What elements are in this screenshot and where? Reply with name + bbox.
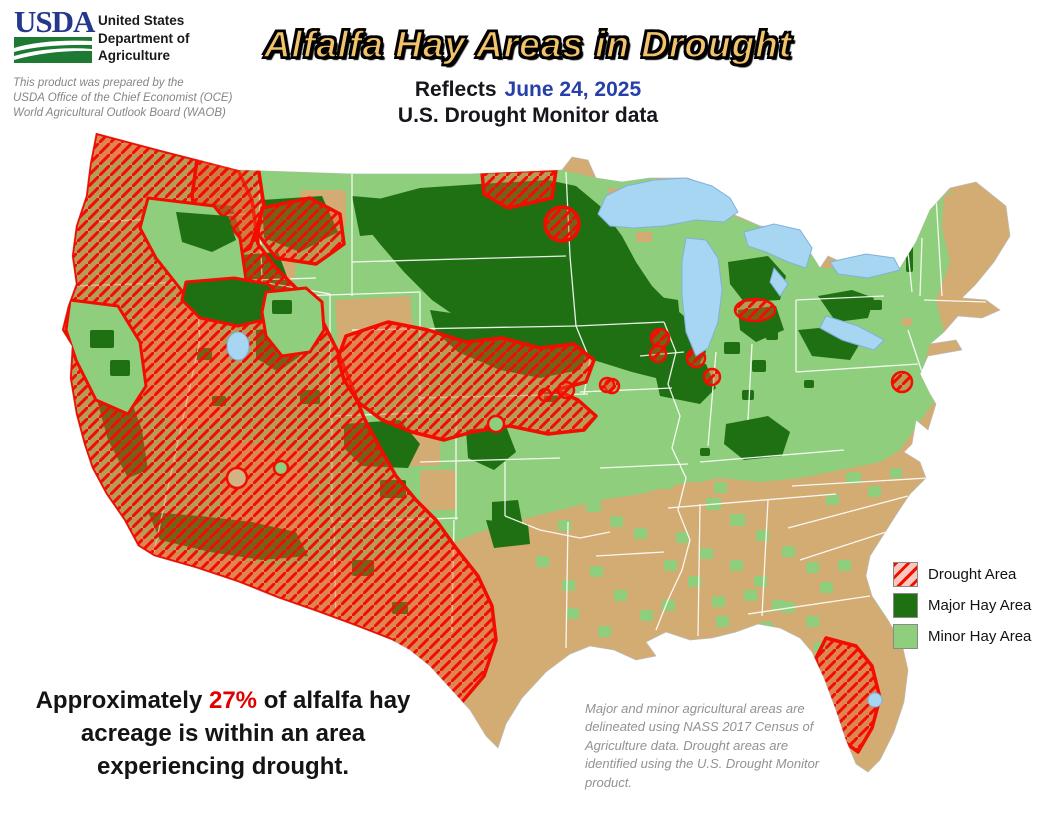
legend-item-major-hay-area: Major Hay Area <box>893 593 1031 618</box>
agency-name: United States Department of Agriculture <box>98 12 190 65</box>
enclave-major-hay <box>90 212 292 376</box>
great-salt-lake <box>226 331 250 361</box>
drought-area-swatch-icon <box>893 562 918 587</box>
lake-erie <box>819 315 885 351</box>
lake-ontario <box>829 253 901 279</box>
major-hay-area-swatch-icon <box>893 593 918 618</box>
lake-superior <box>597 177 739 229</box>
drought-cape-cod-pocket <box>998 287 1010 303</box>
drought-wi-il-pockets <box>649 327 671 349</box>
prepared-by-note: This product was prepared by the USDA Of… <box>13 77 233 120</box>
subtitle-source: U.S. Drought Monitor data <box>397 104 659 127</box>
reflects-label: Reflects <box>414 78 497 101</box>
lake-huron <box>743 223 813 269</box>
legend-label: Minor Hay Area <box>928 628 1032 645</box>
subtitle-reflects: Reflects June 24, 2025 <box>0 78 1056 102</box>
great-lakes <box>226 177 901 708</box>
legend: Drought Area Major Hay Area Minor Hay Ar… <box>893 562 1031 655</box>
usda-logo-swoosh-icon <box>14 37 92 63</box>
lake-okeechobee <box>867 692 883 708</box>
usda-logo: USDA <box>14 4 95 63</box>
agency-name-line: United States <box>98 13 185 28</box>
page-title: Alfalfa Hay Areas in Drought <box>263 23 793 66</box>
legend-label: Major Hay Area <box>928 597 1032 614</box>
source-note: Major and minor agricultural areas are d… <box>585 701 820 790</box>
stat-text: of alfalfa hay acreage is within an area… <box>80 687 411 781</box>
drought-maryland-pocket <box>890 370 914 394</box>
lake-michigan <box>681 237 723 357</box>
drought-central-montana <box>256 196 346 266</box>
legend-label: Drought Area <box>928 566 1017 583</box>
usda-logo-text: USDA <box>14 4 95 39</box>
minor-hay-area-swatch-icon <box>893 624 918 649</box>
minor-hay-speckles <box>536 468 902 669</box>
drought-sd-ne-wy <box>336 320 598 442</box>
agency-name-line: Agriculture <box>98 48 171 64</box>
drought-nd-pocket <box>543 205 581 243</box>
stat-text: Approximately <box>35 687 203 714</box>
legend-item-minor-hay-area: Minor Hay Area <box>893 624 1031 649</box>
data-date: June 24, 2025 <box>504 78 642 101</box>
stat-percентage: 27% <box>208 687 258 714</box>
legend-item-drought-area: Drought Area <box>893 562 1031 587</box>
drought-michigan-pocket <box>733 297 777 323</box>
drought-share-statement: Approximately 27% of alfalfa hay acreage… <box>18 684 428 783</box>
agency-name-line: Department of <box>98 30 190 46</box>
